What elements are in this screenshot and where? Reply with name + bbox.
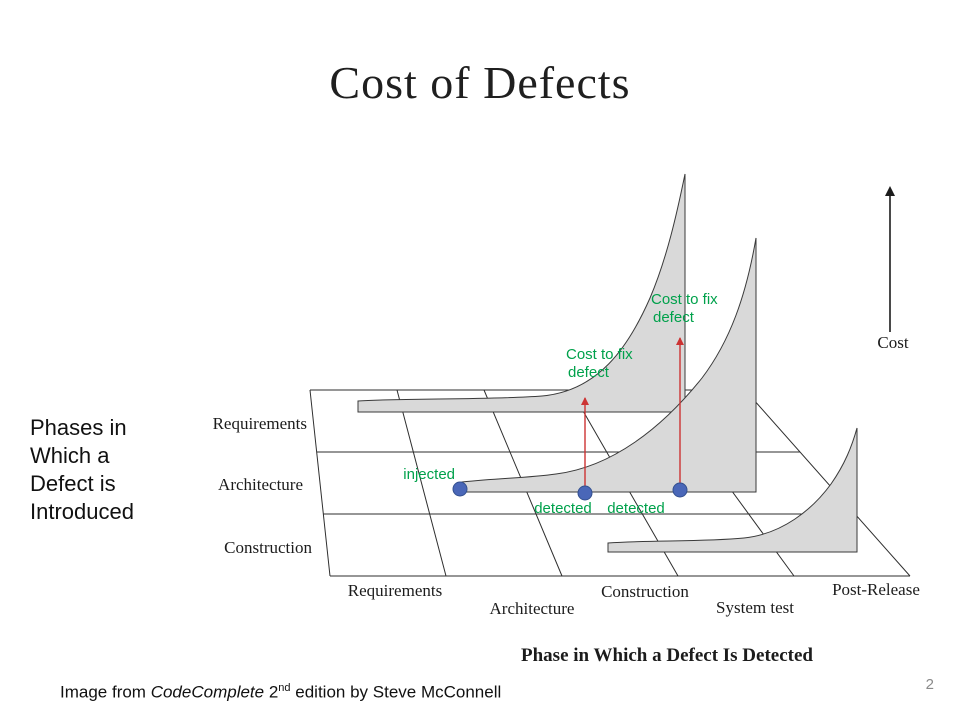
slide-title: Cost of Defects [329, 57, 631, 108]
attribution-edition-number: 2 [264, 682, 279, 702]
detected-col-post-release: Post-Release [832, 580, 920, 599]
introduced-row-construction: Construction [224, 538, 312, 557]
injected-defect-dot [452, 481, 468, 497]
detected-col-system-test: System test [716, 598, 794, 617]
introduced-axis-note: Phases in Which a Defect is Introduced [30, 414, 134, 526]
cost-to-fix-label-a-line2: defect [568, 364, 610, 381]
introduced-axis-note-line3: Defect is [30, 471, 116, 496]
introduced-axis-note-line4: Introduced [30, 499, 134, 524]
attribution-edition-ordinal: nd [278, 682, 291, 694]
injected-label: injected [403, 466, 455, 483]
detected-col-requirements: Requirements [348, 581, 442, 600]
cost-surface-requirements-injected [357, 173, 686, 413]
cost-to-fix-label-b-line2: defect [653, 309, 695, 326]
cost-surface-architecture-injected [461, 237, 757, 493]
detected-defect-dot-a [577, 485, 593, 501]
introduced-axis-note-line2: Which a [30, 443, 110, 468]
detected-col-architecture: Architecture [490, 599, 575, 618]
cost-surface-construction-injected [607, 427, 858, 553]
introduced-row-requirements: Requirements [213, 414, 307, 433]
introduced-row-architecture: Architecture [218, 475, 303, 494]
detected-label-b: detected [607, 500, 665, 517]
image-attribution: Image from CodeComplete 2nd edition by S… [60, 682, 501, 703]
attribution-prefix: Image from [60, 682, 151, 702]
detected-defect-dot-b [672, 482, 688, 498]
slide-page-number: 2 [925, 676, 934, 693]
attribution-book-title: CodeComplete [150, 682, 265, 702]
detected-label-a: detected [534, 500, 592, 517]
introduced-axis-note-line1: Phases in [30, 415, 127, 440]
cost-to-fix-label-a-line1: Cost to fix [566, 346, 633, 363]
detected-axis-title: Phase in Which a Defect Is Detected [521, 645, 813, 666]
detected-col-construction: Construction [601, 582, 689, 601]
attribution-suffix: edition by Steve McConnell [290, 682, 502, 702]
cost-axis-label: Cost [877, 333, 908, 352]
cost-to-fix-label-b-line1: Cost to fix [651, 291, 718, 308]
